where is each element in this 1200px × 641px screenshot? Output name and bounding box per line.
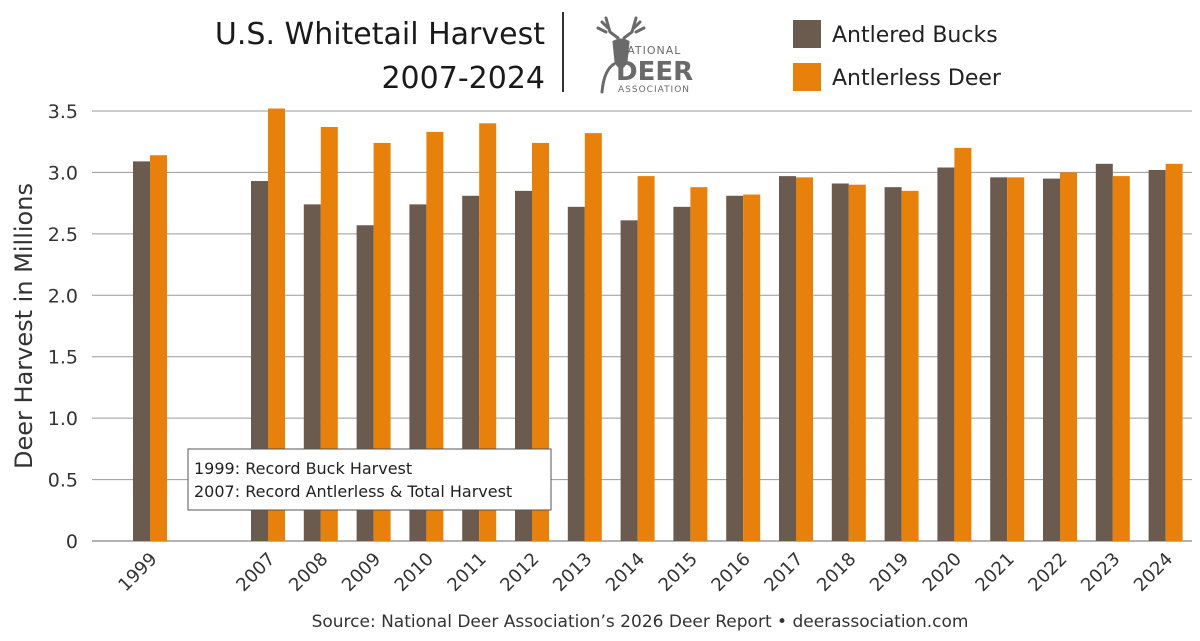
bar-antlerless-deer bbox=[373, 142, 391, 541]
bar-antlered-bucks bbox=[779, 176, 796, 541]
annotation-line-2: 2007: Record Antlerless & Total Harvest bbox=[194, 482, 512, 501]
bar-antlerless-deer bbox=[637, 176, 655, 541]
bar-antlered-bucks bbox=[1043, 178, 1060, 542]
bar-antlerless-deer bbox=[479, 123, 497, 542]
x-tick-label: 1999 bbox=[114, 549, 161, 596]
y-tick-label: 3.0 bbox=[48, 162, 78, 184]
legend-label-bucks: Antlered Bucks bbox=[832, 23, 998, 48]
x-tick-label: 2010 bbox=[391, 549, 438, 596]
y-tick-label: 1.0 bbox=[48, 408, 78, 430]
annotation-line-1: 1999: Record Buck Harvest bbox=[194, 459, 412, 478]
bar-antlerless-deer bbox=[584, 133, 602, 541]
bar-antlered-bucks bbox=[1148, 169, 1166, 541]
bar-antlered-bucks bbox=[1095, 163, 1113, 542]
bar-antlerless-deer bbox=[426, 131, 444, 541]
x-tick-label: 2012 bbox=[496, 549, 543, 596]
x-tick-label: 2011 bbox=[443, 549, 490, 596]
bar-layer bbox=[133, 108, 1183, 542]
bar-antlerless-deer bbox=[796, 177, 813, 542]
legend-swatch-antlerless bbox=[793, 63, 821, 91]
y-tick-label: 2.0 bbox=[48, 285, 78, 307]
bar-antlerless-deer bbox=[954, 147, 972, 541]
y-tick-label: 0.5 bbox=[48, 470, 78, 492]
chart-title: U.S. Whitetail Harvest bbox=[215, 17, 545, 52]
y-tick-label: 1.5 bbox=[48, 347, 78, 369]
source-note: Source: National Deer Association’s 2026… bbox=[312, 612, 969, 632]
x-tick-label: 2016 bbox=[707, 549, 754, 596]
bar-antlered-bucks bbox=[884, 187, 902, 541]
x-tick-label: 2024 bbox=[1130, 549, 1177, 596]
bar-antlered-bucks bbox=[726, 195, 744, 541]
x-tick-label: 2022 bbox=[1024, 549, 1071, 596]
logo-top-text: NATIONAL bbox=[618, 44, 681, 57]
y-axis-label: Deer Harvest in Millions bbox=[10, 183, 38, 469]
legend-swatch-bucks bbox=[793, 20, 821, 48]
x-tick-label: 2018 bbox=[813, 549, 860, 596]
y-tick-label: 3.5 bbox=[48, 101, 78, 123]
bar-antlerless-deer bbox=[1165, 163, 1183, 542]
y-tick-label: 0 bbox=[66, 531, 78, 553]
annotation-box bbox=[187, 448, 552, 511]
bar-antlerless-deer bbox=[901, 190, 919, 541]
bar-antlered-bucks bbox=[567, 206, 585, 542]
x-tick-label: 2015 bbox=[655, 549, 702, 596]
bar-antlered-bucks bbox=[620, 220, 638, 542]
x-tick-label: 2020 bbox=[919, 549, 966, 596]
bar-antlered-bucks bbox=[673, 206, 691, 542]
x-tick-label: 2014 bbox=[602, 549, 649, 596]
x-tick-label: 2007 bbox=[232, 549, 279, 596]
x-tick-layer: 1999 2007 2008 2009 2010 2011 2012 2013 2014 2015… bbox=[114, 549, 1177, 596]
bar-antlerless-deer bbox=[690, 187, 708, 541]
bar-antlerless-deer bbox=[320, 126, 338, 541]
x-tick-label: 2021 bbox=[971, 549, 1018, 596]
bar-antlered-bucks bbox=[937, 167, 955, 541]
logo-bottom-text: ASSOCIATION bbox=[618, 85, 690, 95]
bar-antlerless-deer bbox=[1060, 172, 1077, 541]
deer-head-icon bbox=[596, 16, 646, 94]
bar-antlered-bucks bbox=[990, 177, 1008, 542]
chart-subtitle: 2007-2024 bbox=[381, 61, 545, 96]
y-tick-label: 2.5 bbox=[48, 224, 78, 246]
x-tick-label: 2019 bbox=[866, 549, 913, 596]
bar-antlered-bucks bbox=[133, 161, 150, 541]
bar-antlerless-deer bbox=[268, 108, 285, 542]
logo-main-text: DEER bbox=[616, 57, 693, 87]
bar-antlered-bucks bbox=[831, 183, 849, 541]
x-tick-label: 2017 bbox=[760, 549, 807, 596]
bar-antlerless-deer bbox=[743, 194, 761, 542]
x-tick-label: 2009 bbox=[338, 549, 385, 596]
bar-antlerless-deer bbox=[1007, 177, 1025, 542]
x-tick-label: 2013 bbox=[549, 549, 596, 596]
x-tick-label: 2008 bbox=[285, 549, 332, 596]
legend-label-antlerless: Antlerless Deer bbox=[832, 66, 1002, 91]
bar-antlerless-deer bbox=[150, 155, 167, 541]
bar-antlerless-deer bbox=[848, 184, 866, 541]
x-tick-label: 2023 bbox=[1077, 549, 1124, 596]
bar-antlerless-deer bbox=[1112, 176, 1130, 541]
bar-antlerless-deer bbox=[532, 142, 549, 541]
